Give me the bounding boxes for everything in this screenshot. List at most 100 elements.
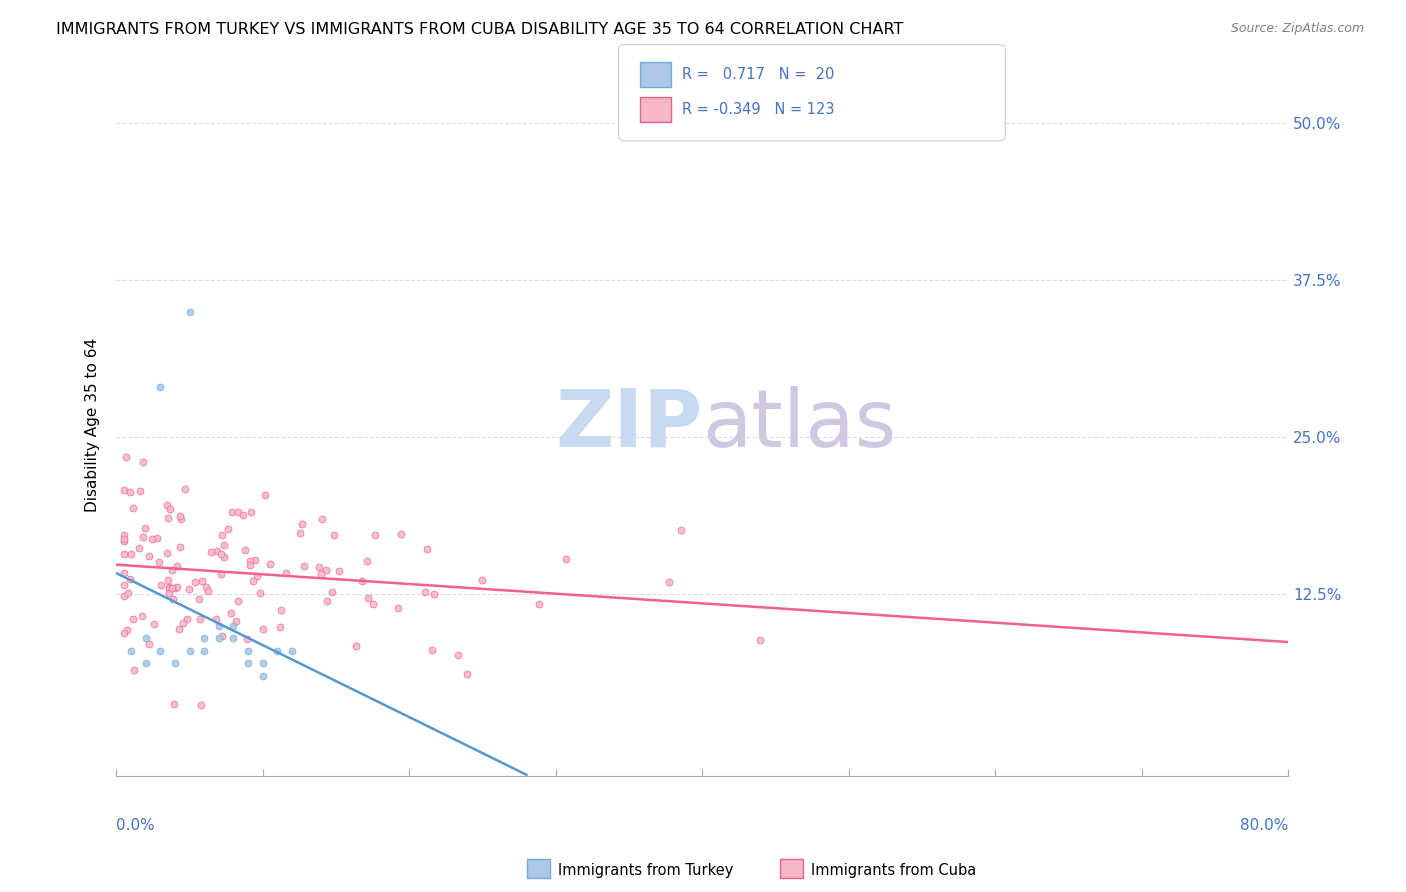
Point	[135, 656, 157, 670]
Point	[211, 527, 233, 541]
Point	[149, 643, 172, 657]
Point	[554, 552, 576, 566]
Point	[252, 656, 274, 670]
Point	[173, 482, 195, 496]
Point	[221, 504, 243, 518]
Point	[120, 484, 142, 499]
Point	[193, 631, 215, 645]
Point	[112, 533, 135, 547]
Point	[242, 574, 264, 589]
Point	[134, 521, 156, 535]
Point	[160, 563, 183, 577]
Point	[211, 547, 233, 561]
Point	[211, 567, 233, 582]
Point	[120, 547, 142, 561]
Point	[232, 508, 254, 522]
Point	[423, 586, 446, 600]
Point	[356, 554, 378, 568]
Point	[207, 544, 229, 558]
Text: R =   0.717   N =  20: R = 0.717 N = 20	[682, 67, 834, 81]
Point	[321, 584, 343, 599]
Point	[249, 586, 271, 600]
Point	[157, 580, 180, 594]
Point	[112, 533, 135, 548]
Point	[389, 527, 412, 541]
Point	[132, 530, 155, 544]
Point	[288, 525, 311, 540]
Text: 80.0%: 80.0%	[1240, 818, 1288, 833]
Point	[323, 528, 346, 542]
Point	[471, 574, 494, 588]
Point	[281, 643, 304, 657]
Point	[190, 574, 212, 588]
Text: atlas: atlas	[703, 385, 897, 464]
Point	[121, 500, 143, 515]
Point	[163, 656, 186, 670]
Y-axis label: Disability Age 35 to 64: Disability Age 35 to 64	[86, 337, 100, 512]
Point	[165, 581, 187, 595]
Point	[239, 505, 262, 519]
Point	[170, 512, 193, 526]
Point	[235, 542, 257, 557]
Point	[122, 612, 145, 626]
Point	[225, 614, 247, 628]
Point	[120, 643, 142, 657]
Point	[138, 636, 160, 650]
Point	[236, 632, 259, 646]
Point	[131, 455, 153, 469]
Point	[291, 516, 314, 531]
Point	[146, 531, 169, 545]
Point	[149, 578, 172, 592]
Point	[239, 553, 262, 567]
Point	[364, 528, 387, 542]
Point	[187, 592, 209, 607]
Point	[156, 573, 179, 587]
Point	[157, 582, 180, 596]
Point	[197, 584, 219, 599]
Point	[200, 545, 222, 559]
Point	[112, 626, 135, 640]
Point	[447, 648, 470, 662]
Point	[156, 498, 179, 512]
Point	[142, 616, 165, 631]
Point	[219, 606, 242, 620]
Point	[156, 546, 179, 560]
Point	[270, 603, 292, 617]
Point	[456, 667, 478, 681]
Point	[420, 642, 443, 657]
Point	[222, 618, 245, 632]
Point	[169, 509, 191, 524]
Point	[159, 502, 181, 516]
Point	[162, 591, 184, 606]
Point	[222, 631, 245, 645]
Point	[413, 585, 436, 599]
Point	[162, 581, 184, 595]
Text: Immigrants from Cuba: Immigrants from Cuba	[811, 863, 977, 878]
Point	[112, 547, 135, 561]
Point	[112, 589, 135, 603]
Point	[246, 569, 269, 583]
Point	[350, 574, 373, 588]
Text: Immigrants from Turkey: Immigrants from Turkey	[558, 863, 734, 878]
Point	[252, 669, 274, 683]
Point	[149, 380, 172, 394]
Point	[194, 580, 217, 594]
Point	[179, 304, 201, 318]
Point	[115, 450, 138, 465]
Point	[167, 623, 190, 637]
Point	[387, 600, 409, 615]
Point	[112, 578, 135, 592]
Point	[169, 540, 191, 554]
Point	[179, 582, 201, 596]
Point	[138, 549, 160, 563]
Point	[357, 591, 380, 606]
Point	[211, 629, 233, 643]
Point	[112, 528, 135, 542]
Point	[416, 542, 439, 557]
Point	[311, 512, 333, 526]
Point	[148, 555, 170, 569]
Point	[129, 484, 152, 499]
Point	[128, 541, 150, 556]
Point	[208, 631, 231, 645]
Point	[316, 594, 339, 608]
